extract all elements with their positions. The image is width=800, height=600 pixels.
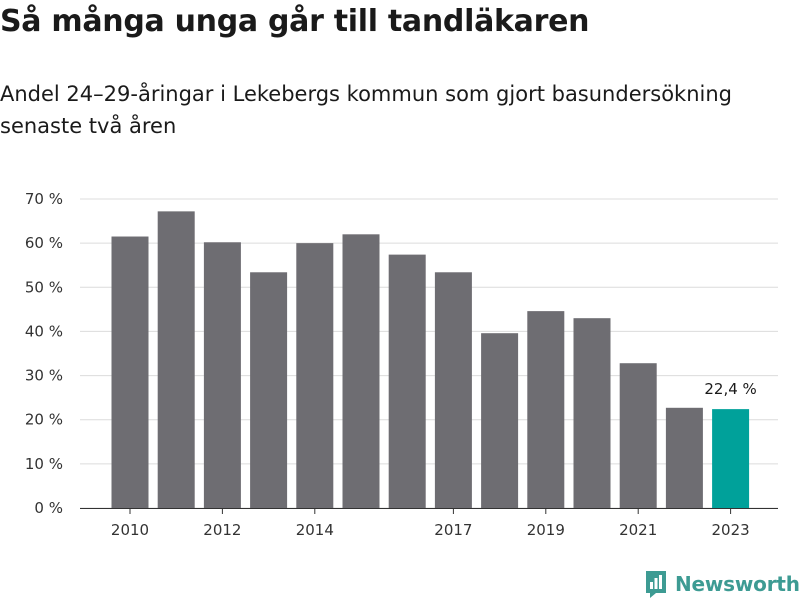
bar-chart: 0 % 10 % 20 % 30 % 40 % 50 % 60 % 70 % 2010 2012… [25,190,778,539]
y-tick-label: 40 % [25,322,63,340]
y-tick-label: 20 % [25,411,63,429]
y-tick-label: 70 % [25,190,63,208]
bar-2012 [203,242,241,508]
bar-2017 [434,272,472,508]
x-tick-label: 2019 [527,521,565,539]
bars [111,211,750,509]
y-tick-label: 0 % [34,499,63,517]
bar-2020 [573,318,611,508]
x-tick-label: 2010 [111,521,149,539]
x-tick-label: 2017 [434,521,472,539]
bar-2019 [527,311,565,508]
bar-2014 [296,243,334,508]
y-tick-label: 10 % [25,455,63,473]
bar-2022 [665,407,703,508]
x-tick-label: 2023 [712,521,750,539]
x-axis: 2010 2012 2014 2017 2019 2021 2023 [80,508,778,539]
chart-subtitle: Andel 24–29-åringar i Lekebergs kommun s… [0,82,732,138]
chart-title: Så många unga går till tandläkaren [0,4,590,39]
y-axis: 0 % 10 % 20 % 30 % 40 % 50 % 60 % 70 % [25,190,63,517]
bar-2021 [619,363,657,508]
bar-2010 [111,236,149,508]
bar-2018 [481,333,519,508]
x-tick-label: 2021 [619,521,657,539]
brand-logo: Newsworthy [644,568,800,600]
x-tick-label: 2012 [203,521,241,539]
bar-2015 [342,234,380,509]
data-label-2023: 22,4 % [704,380,756,398]
y-tick-label: 30 % [25,367,63,385]
y-tick-label: 60 % [25,234,63,252]
brand-name: Newsworthy [675,572,800,596]
bar-2016 [388,254,426,508]
bar-2011 [157,211,195,509]
newsworthy-logo-icon [646,571,666,598]
data-labels: 22,4 % [704,380,756,398]
bar-2023 [712,409,750,508]
x-tick-label: 2014 [296,521,334,539]
y-tick-label: 50 % [25,278,63,296]
bar-2013 [250,272,288,508]
